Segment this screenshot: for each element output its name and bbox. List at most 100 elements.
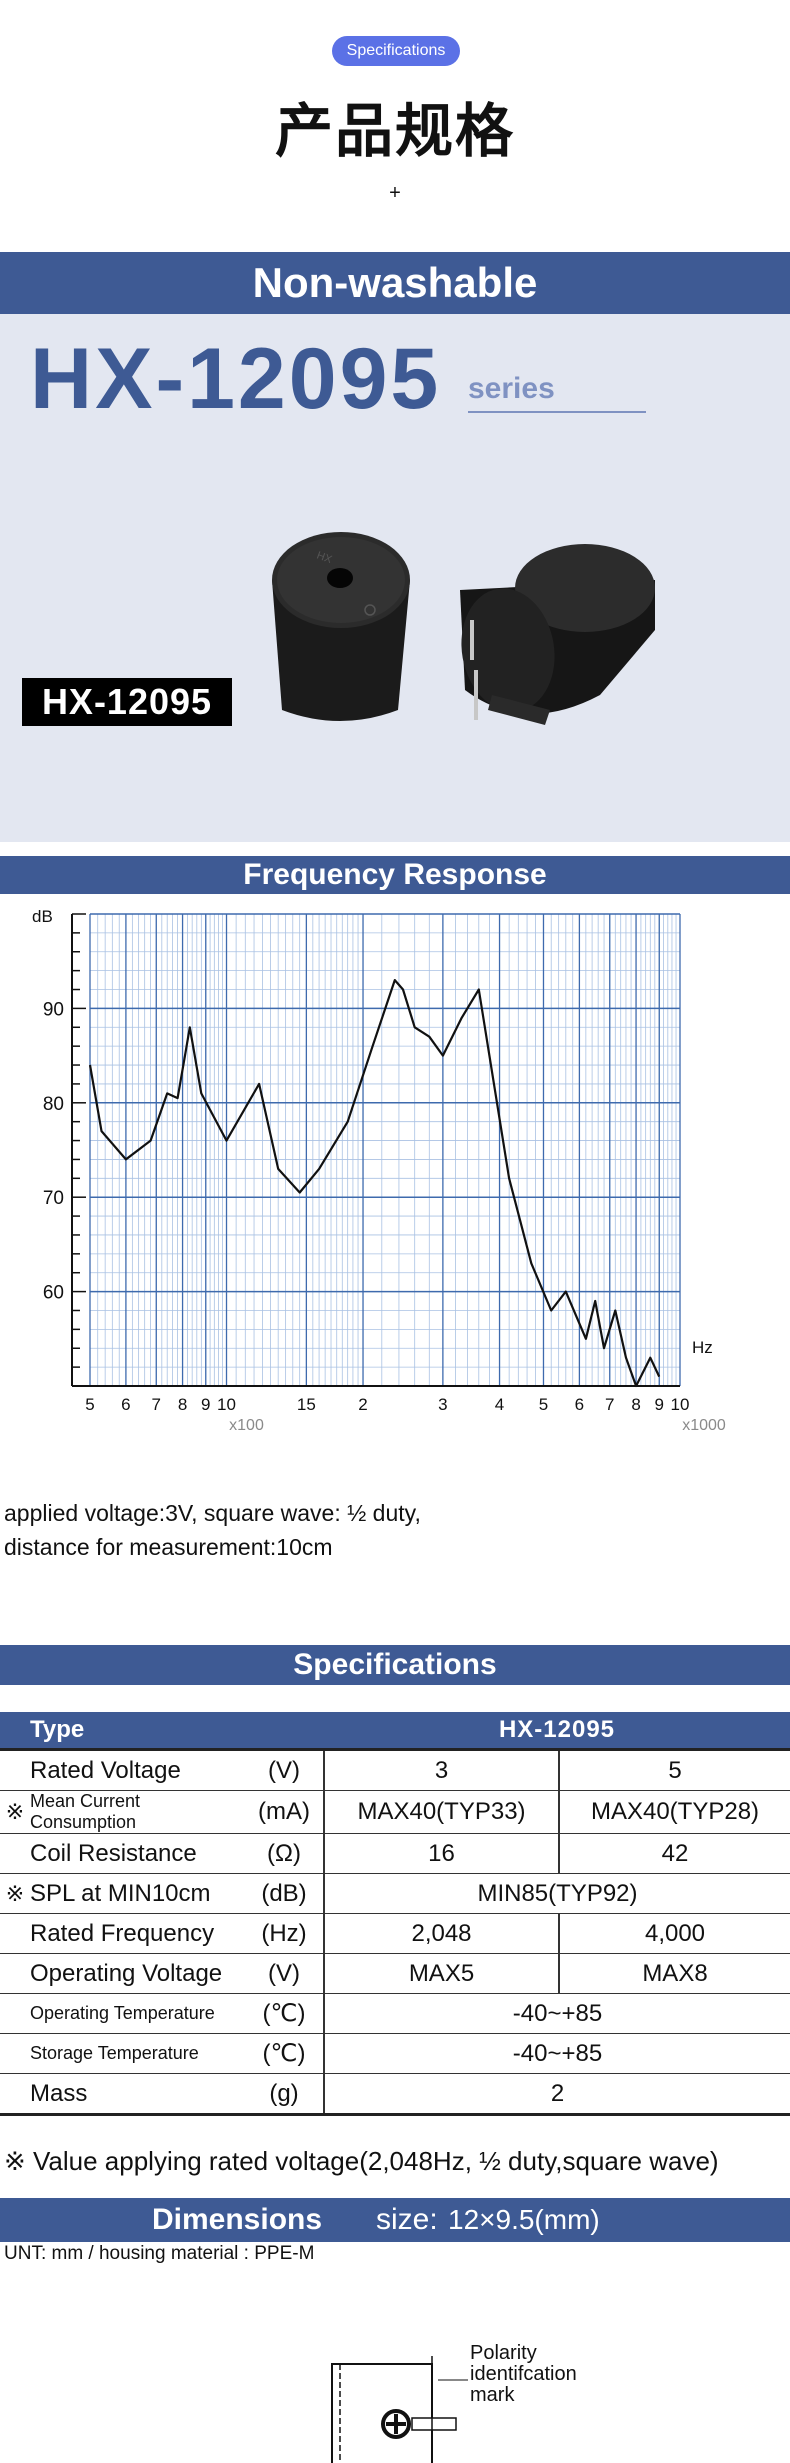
row-mark	[0, 2033, 30, 2074]
row-unit: (Hz)	[245, 1913, 325, 1954]
row-unit: (V)	[245, 1953, 325, 1994]
specifications-table: Type HX-12095 Rated Voltage (V) 3 5 ※ Mean Cu…	[0, 1712, 790, 2116]
polarity-label: Polarity identifcation mark	[470, 2342, 577, 2406]
page-title: 产品规格	[274, 97, 515, 165]
size-value: 12×9.5(mm)	[448, 2204, 600, 2235]
row-value-3v: 3	[324, 1749, 560, 1791]
x-tick-label: 3	[438, 1395, 447, 1414]
row-unit: (℃)	[245, 1993, 325, 2034]
row-value: -40~+85	[324, 1993, 790, 2034]
x-tick-label: 6	[575, 1395, 584, 1414]
svg-text:HX: HX	[315, 550, 334, 567]
chart-note-distance: distance for measurement:10cm	[4, 1534, 333, 1560]
row-value: 2	[324, 2073, 790, 2116]
x-tick-label: 8	[631, 1395, 640, 1414]
row-name: SPL at MIN10cm	[30, 1873, 245, 1914]
header-type: Type	[30, 1712, 245, 1751]
x-tick-label: 2	[358, 1395, 367, 1414]
row-name: Operating Temperature	[30, 1993, 245, 2034]
dimension-drawing	[331, 2356, 468, 2463]
table-row: ※ Mean Current Consumption (mA) MAX40(TYP33…	[0, 1790, 790, 1834]
row-name: Mean Current Consumption	[30, 1790, 245, 1834]
buzzer-front-view: HX	[272, 532, 410, 721]
row-mark: ※	[0, 1873, 30, 1914]
row-value: MIN85(TYP92)	[324, 1873, 790, 1914]
table-header-row: Type HX-12095	[0, 1712, 790, 1751]
header-model: HX-12095	[324, 1712, 790, 1751]
y-tick-label: 60	[43, 1283, 64, 1304]
x-tick-label: 7	[152, 1395, 161, 1414]
row-value-5v: MAX8	[559, 1953, 790, 1994]
x-tick-label: 5	[85, 1395, 94, 1414]
table-row: Storage Temperature (℃) -40~+85	[0, 2033, 790, 2074]
row-unit: (dB)	[245, 1873, 325, 1914]
row-value-3v: MAX40(TYP33)	[324, 1790, 560, 1834]
buzzer-product-image: HX	[272, 532, 655, 725]
row-value-5v: 5	[559, 1749, 790, 1791]
row-value-3v: MAX5	[324, 1953, 560, 1994]
table-row: Rated Frequency (Hz) 2,048 4,000	[0, 1913, 790, 1954]
x-tick-label: 8	[178, 1395, 187, 1414]
table-row: ※ SPL at MIN10cm (dB) MIN85(TYP92)	[0, 1873, 790, 1914]
table-row: Operating Temperature (℃) -40~+85	[0, 1993, 790, 2034]
x-multiplier-label: x100	[229, 1417, 264, 1434]
x-tick-label: 15	[297, 1395, 316, 1414]
y-axis-label: dB	[32, 907, 53, 926]
frequency-response-banner: Frequency Response	[0, 856, 790, 894]
row-unit: (V)	[245, 1749, 325, 1791]
row-name: Coil Resistance	[30, 1833, 245, 1874]
size-label: size:	[376, 2203, 438, 2236]
x-tick-label: 6	[121, 1395, 130, 1414]
x-multiplier-label: x1000	[682, 1417, 726, 1434]
row-unit: (mA)	[245, 1790, 325, 1834]
dimensions-title: Dimensions	[152, 2203, 323, 2236]
specifications-banner: Specifications	[0, 1645, 790, 1685]
row-mark: ※	[0, 1790, 30, 1834]
x-tick-label: 10	[217, 1395, 236, 1414]
x-tick-label: 9	[201, 1395, 210, 1414]
y-tick-label: 90	[43, 999, 64, 1020]
row-value: -40~+85	[324, 2033, 790, 2074]
row-mark	[0, 1993, 30, 2034]
non-washable-banner: Non-washable	[0, 252, 790, 314]
model-tag: HX-12095	[22, 678, 232, 726]
x-tick-label: 9	[655, 1395, 664, 1414]
model-title: HX-12095	[30, 331, 442, 427]
row-unit: (Ω)	[245, 1833, 325, 1874]
product-panel	[0, 252, 790, 842]
row-name: Mass	[30, 2073, 245, 2116]
x-tick-label: 10	[671, 1395, 690, 1414]
series-underline	[468, 411, 646, 413]
row-name: Rated Voltage	[30, 1749, 245, 1791]
y-tick-label: 80	[43, 1094, 64, 1115]
x-tick-label: 4	[495, 1395, 504, 1414]
series-label: series	[468, 372, 555, 405]
x-axis-label: Hz	[692, 1338, 713, 1357]
specifications-badge: Specifications	[332, 36, 460, 66]
unit-material-line: UNT: mm / housing material : PPE-M	[4, 2243, 315, 2264]
row-value-3v: 2,048	[324, 1913, 560, 1954]
spec-footnote: ※ Value applying rated voltage(2,048Hz, …	[4, 2146, 719, 2176]
polarity-mark-icon	[381, 2409, 411, 2439]
row-name: Operating Voltage	[30, 1953, 245, 1994]
chart-note-voltage: applied voltage:3V, square wave: ½ duty,	[4, 1500, 421, 1526]
row-mark	[0, 1749, 30, 1791]
row-value-5v: 42	[559, 1833, 790, 1874]
x-tick-label: 5	[539, 1395, 548, 1414]
dimensions-banner: Dimensions size: 12×9.5(mm)	[0, 2198, 790, 2242]
row-name: Storage Temperature	[30, 2033, 245, 2074]
table-row: Operating Voltage (V) MAX5 MAX8	[0, 1953, 790, 1994]
row-value-5v: MAX40(TYP28)	[559, 1790, 790, 1834]
row-value-3v: 16	[324, 1833, 560, 1874]
plus-icon: +	[389, 182, 401, 204]
row-mark	[0, 1913, 30, 1954]
table-row: Rated Voltage (V) 3 5	[0, 1749, 790, 1791]
row-unit: (℃)	[245, 2033, 325, 2074]
row-value-5v: 4,000	[559, 1913, 790, 1954]
row-unit: (g)	[245, 2073, 325, 2116]
y-tick-label: 70	[43, 1188, 64, 1209]
row-mark	[0, 1953, 30, 1994]
buzzer-side-view	[460, 544, 655, 725]
row-mark	[0, 1833, 30, 1874]
